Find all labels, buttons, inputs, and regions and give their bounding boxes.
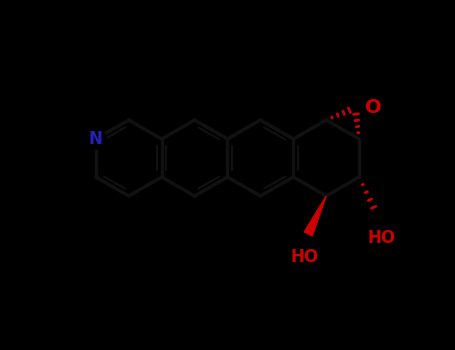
- Text: HO: HO: [290, 248, 318, 266]
- Text: HO: HO: [367, 229, 395, 247]
- Text: O: O: [365, 98, 382, 117]
- Text: N: N: [89, 130, 103, 148]
- Polygon shape: [304, 196, 326, 236]
